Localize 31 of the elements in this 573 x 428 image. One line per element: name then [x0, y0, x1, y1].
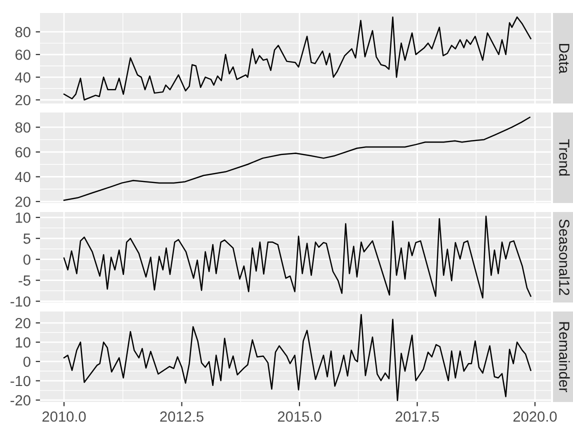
- y-tick-label: 10: [16, 337, 30, 348]
- y-tick-label: 0: [23, 254, 30, 265]
- x-tick-label: 2017.5: [396, 411, 439, 422]
- y-tick-label: 80: [15, 26, 30, 38]
- y-axis-title: Data: [559, 44, 570, 74]
- y-tick-label: 20: [15, 196, 30, 207]
- y-tick-label: 40: [15, 72, 30, 83]
- x-tick-label: 2015.0: [278, 411, 322, 422]
- y-tick-label: 5: [23, 234, 30, 244]
- line-series: [63, 16, 532, 100]
- x-tick-label: 2020.0: [513, 411, 557, 422]
- y-tick-label: 20: [15, 94, 30, 106]
- y-tick-label: -10: [10, 296, 30, 307]
- y-axis-title: Seasonal12: [559, 219, 570, 296]
- y-tick-label: -5: [18, 276, 30, 286]
- y-axis-title: Trend: [559, 139, 570, 176]
- y-tick-label: 60: [15, 147, 30, 158]
- y-tick-label: 80: [15, 122, 30, 133]
- y-axis-title: Remainder: [559, 322, 570, 392]
- x-tick-label: 2010.0: [42, 411, 86, 422]
- y-tick-label: 20: [15, 318, 30, 328]
- line-series: [63, 216, 532, 299]
- line-series: [63, 314, 532, 402]
- y-tick-label: 0: [23, 356, 30, 367]
- x-tick-label: 2012.5: [160, 411, 204, 422]
- y-tick-label: -20: [10, 395, 30, 406]
- line-series: [63, 116, 530, 201]
- y-tick-label: 10: [16, 212, 30, 223]
- y-tick-label: 60: [15, 50, 30, 60]
- y-tick-label: -10: [10, 376, 30, 386]
- y-tick-label: 40: [15, 172, 30, 182]
